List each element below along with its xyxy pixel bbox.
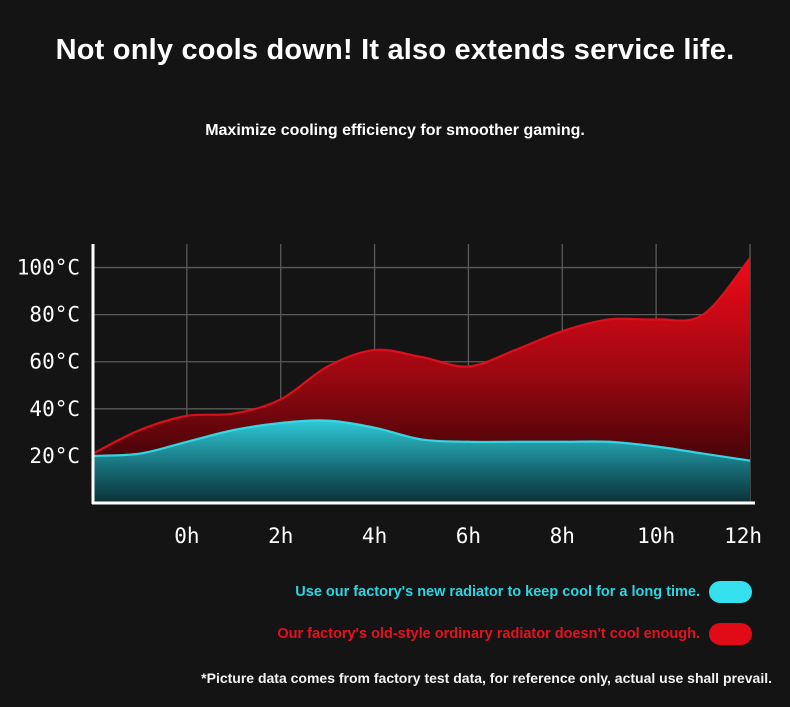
legend-old-radiator: Our factory's old-style ordinary radiato… bbox=[277, 623, 752, 645]
y-tick-label: 80°C bbox=[29, 303, 80, 327]
x-tick-label: 0h bbox=[174, 524, 199, 548]
y-tick-label: 60°C bbox=[29, 350, 80, 374]
temperature-chart: 20°C 40°C 60°C 80°C 100°C 0h 2h 4h 6h 8h 10h 12h bbox=[17, 244, 762, 548]
page-subtitle: Maximize cooling efficiency for smoother… bbox=[205, 122, 585, 139]
new-radiator-line bbox=[92, 419, 751, 462]
y-tick-label: 100°C bbox=[17, 256, 80, 280]
page-title: Not only cools down! It also extends ser… bbox=[55, 34, 735, 66]
footnote: *Picture data comes from factory test da… bbox=[201, 670, 772, 686]
x-tick-label: 12h bbox=[724, 524, 762, 548]
legend-new-label: Use our factory's new radiator to keep c… bbox=[295, 584, 700, 600]
legend-new-radiator: Use our factory's new radiator to keep c… bbox=[295, 581, 752, 603]
x-tick-label: 2h bbox=[268, 524, 293, 548]
new-radiator-area bbox=[93, 420, 750, 503]
y-tick-label: 20°C bbox=[29, 444, 80, 468]
x-tick-label: 4h bbox=[362, 524, 387, 548]
x-tick-label: 6h bbox=[456, 524, 481, 548]
x-tick-label: 8h bbox=[550, 524, 575, 548]
old-radiator-line bbox=[92, 257, 751, 455]
legend-old-swatch bbox=[709, 623, 752, 645]
legend-old-label: Our factory's old-style ordinary radiato… bbox=[277, 626, 700, 642]
legend-new-swatch bbox=[709, 581, 752, 603]
x-tick-label: 10h bbox=[637, 524, 675, 548]
y-tick-label: 40°C bbox=[29, 397, 80, 421]
